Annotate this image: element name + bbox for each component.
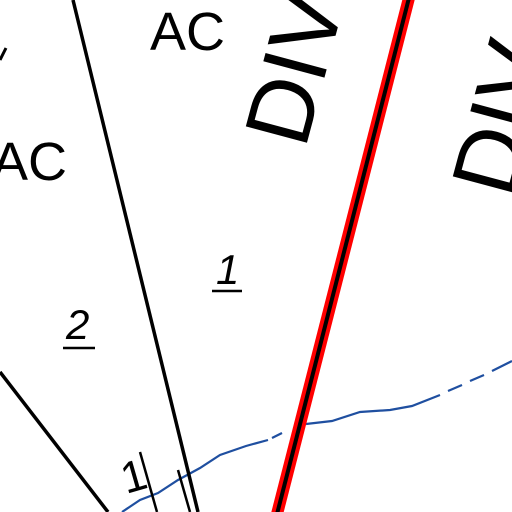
stream-line-solid-2: [305, 393, 441, 426]
boundary-corner-mark: [0, 47, 8, 61]
label-div-center: DIV: [226, 0, 364, 155]
boundary-line-short-2: [176, 469, 192, 512]
label-div-right: DIV: [433, 31, 512, 206]
stream-line-dash-4: [491, 360, 512, 372]
division-line-core: [275, 0, 411, 512]
label-lot-2: 2: [65, 301, 89, 348]
label-ac-left: AC: [0, 132, 67, 192]
boundary-line-left: [0, 370, 110, 512]
label-lot-1: 1: [216, 246, 239, 293]
label-ac-top: AC: [150, 2, 225, 62]
boundary-line-center: [71, 0, 200, 512]
stream-line-dash-1: [271, 432, 283, 439]
stream-line-dash-2: [447, 383, 463, 393]
boundary-line-short: [138, 451, 159, 512]
stream-line-dash-3: [469, 373, 485, 383]
